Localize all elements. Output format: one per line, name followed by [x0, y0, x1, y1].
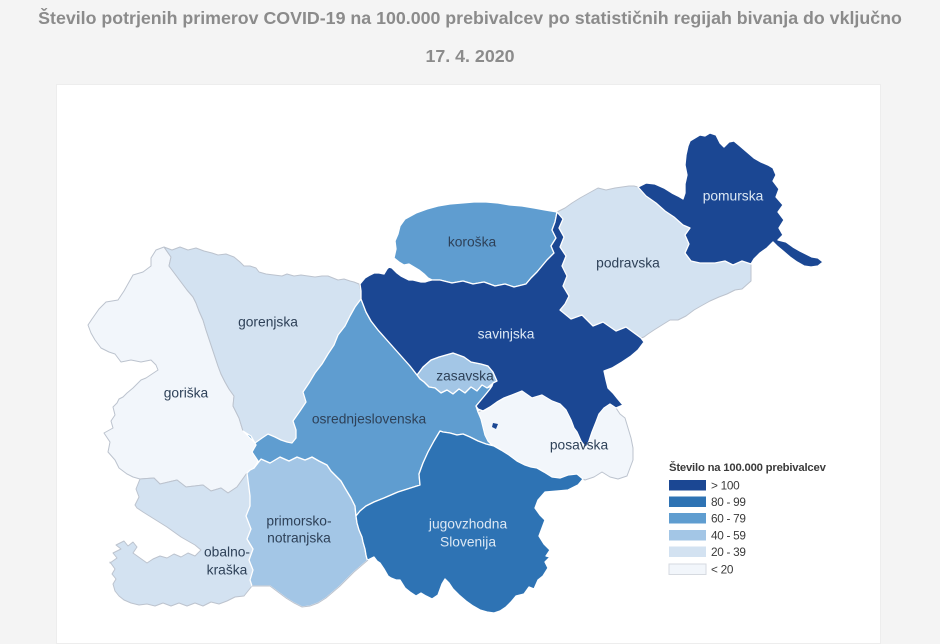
svg-text:< 20: < 20	[711, 563, 734, 577]
svg-text:kraška: kraška	[207, 563, 248, 578]
svg-text:> 100: > 100	[711, 479, 740, 493]
svg-text:80 - 99: 80 - 99	[711, 495, 746, 509]
svg-text:notranjska: notranjska	[267, 531, 331, 546]
svg-text:pomurska: pomurska	[703, 189, 764, 204]
svg-text:Slovenija: Slovenija	[440, 535, 496, 550]
svg-text:posavska: posavska	[550, 438, 609, 453]
svg-text:20 - 39: 20 - 39	[711, 545, 746, 559]
svg-text:goriška: goriška	[164, 386, 209, 401]
svg-text:zasavska: zasavska	[436, 369, 494, 384]
svg-text:Število na 100.000 prebivalcev: Število na 100.000 prebivalcev	[669, 461, 827, 474]
svg-text:40 - 59: 40 - 59	[711, 529, 746, 543]
svg-text:podravska: podravska	[596, 256, 660, 271]
svg-text:60 - 79: 60 - 79	[711, 512, 746, 526]
svg-text:savinjska: savinjska	[478, 327, 535, 342]
svg-text:koroška: koroška	[448, 235, 497, 250]
svg-text:primorsko-: primorsko-	[266, 514, 331, 529]
svg-text:obalno-: obalno-	[204, 545, 250, 560]
svg-text:jugovzhodna: jugovzhodna	[428, 517, 508, 532]
svg-text:osrednjeslovenska: osrednjeslovenska	[312, 412, 427, 427]
svg-text:gorenjska: gorenjska	[238, 315, 298, 330]
